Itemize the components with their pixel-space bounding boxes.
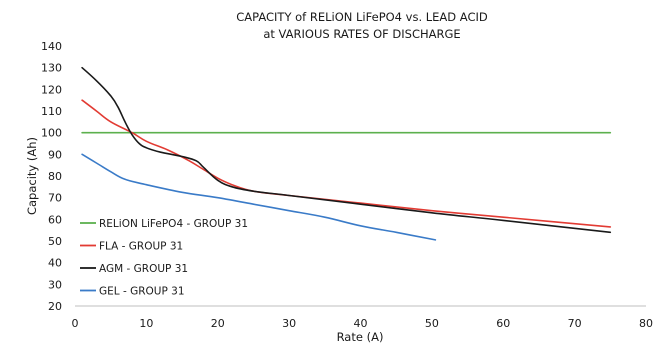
y-tick-label: 90	[48, 148, 62, 161]
chart-title-line-1: CAPACITY of RELiON LiFePO4 vs. LEAD ACID	[236, 10, 488, 24]
y-tick-label: 20	[48, 300, 62, 313]
legend-label-gel: GEL - GROUP 31	[99, 286, 185, 298]
y-tick-label: 70	[48, 192, 62, 205]
x-tick-label: 40	[354, 317, 368, 330]
y-tick-label: 40	[48, 257, 62, 270]
y-tick-label: 120	[41, 83, 62, 96]
x-tick-label: 20	[211, 317, 225, 330]
x-tick-label: 70	[568, 317, 582, 330]
x-tick-label: 0	[72, 317, 79, 330]
legend-label-fla: FLA - GROUP 31	[99, 241, 183, 253]
series-lines	[81, 66, 612, 241]
legend-label-agm: AGM - GROUP 31	[99, 263, 188, 275]
legend: RELiON LiFePO4 - GROUP 31 FLA - GROUP 31 A…	[80, 218, 248, 298]
x-tick-label: 80	[639, 317, 653, 330]
y-tick-label: 100	[41, 127, 62, 140]
y-tick-label: 60	[48, 213, 62, 226]
x-axis-label: Rate (A)	[337, 330, 384, 344]
series-line-gel	[81, 153, 437, 241]
y-axis-ticks: 20 30 40 50 60 70 80 90 100 110 120 130 140	[41, 40, 62, 313]
x-tick-label: 30	[282, 317, 296, 330]
x-tick-label: 10	[139, 317, 153, 330]
series-line-fla	[81, 99, 612, 228]
y-tick-label: 50	[48, 235, 62, 248]
x-axis-ticks: 0 10 20 30 40 50 60 70 80	[72, 317, 654, 330]
y-tick-label: 80	[48, 170, 62, 183]
chart-title-line-2: at VARIOUS RATES OF DISCHARGE	[263, 27, 460, 41]
series-line-agm	[81, 66, 612, 234]
x-tick-label: 60	[496, 317, 510, 330]
x-tick-label: 50	[425, 317, 439, 330]
y-tick-label: 110	[41, 105, 62, 118]
y-tick-label: 130	[41, 62, 62, 75]
y-tick-label: 140	[41, 40, 62, 53]
legend-label-relion-lifepo4: RELiON LiFePO4 - GROUP 31	[99, 218, 248, 230]
y-tick-label: 30	[48, 278, 62, 291]
y-axis-label: Capacity (Ah)	[25, 137, 39, 215]
